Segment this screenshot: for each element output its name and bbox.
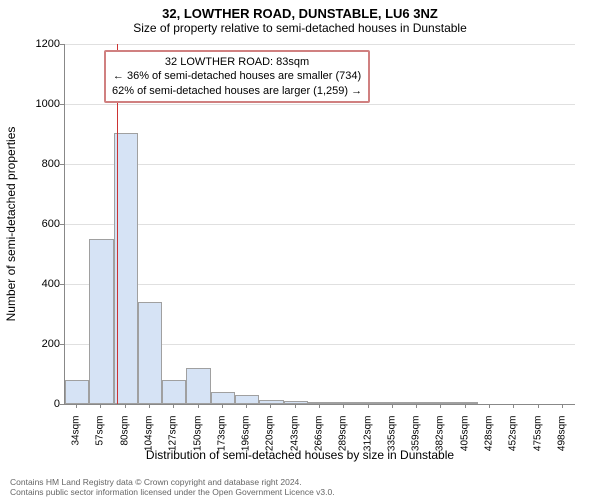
x-tick-label: 428sqm bbox=[484, 416, 495, 466]
x-tick-mark bbox=[125, 404, 126, 408]
x-tick-label: 475sqm bbox=[532, 416, 543, 466]
x-tick-mark bbox=[489, 404, 490, 408]
y-tick-mark bbox=[60, 284, 64, 285]
x-tick-mark bbox=[222, 404, 223, 408]
x-tick-label: 104sqm bbox=[144, 416, 155, 466]
copyright: Contains HM Land Registry data © Crown c… bbox=[10, 477, 590, 497]
histogram-bar bbox=[89, 239, 113, 404]
y-tick-label: 1000 bbox=[20, 98, 60, 110]
x-tick-label: 80sqm bbox=[119, 416, 130, 466]
histogram-bar bbox=[356, 402, 380, 404]
histogram-bar bbox=[186, 368, 210, 404]
x-tick-mark bbox=[562, 404, 563, 408]
x-tick-label: 173sqm bbox=[216, 416, 227, 466]
x-tick-label: 452sqm bbox=[508, 416, 519, 466]
histogram-bar bbox=[381, 402, 405, 404]
x-tick-mark bbox=[100, 404, 101, 408]
gridline bbox=[65, 164, 575, 165]
x-tick-mark bbox=[392, 404, 393, 408]
histogram-bar bbox=[332, 402, 356, 404]
x-tick-mark bbox=[295, 404, 296, 408]
y-tick-mark bbox=[60, 224, 64, 225]
histogram-bar bbox=[429, 402, 453, 404]
x-tick-mark bbox=[319, 404, 320, 408]
info-box-line2: ← 36% of semi-detached houses are smalle… bbox=[112, 69, 362, 83]
x-tick-mark bbox=[76, 404, 77, 408]
x-tick-label: 498sqm bbox=[556, 416, 567, 466]
x-tick-label: 34sqm bbox=[71, 416, 82, 466]
x-tick-mark bbox=[538, 404, 539, 408]
y-tick-label: 800 bbox=[20, 158, 60, 170]
x-tick-mark bbox=[513, 404, 514, 408]
y-tick-label: 1200 bbox=[20, 38, 60, 50]
x-tick-label: 196sqm bbox=[241, 416, 252, 466]
y-tick-mark bbox=[60, 44, 64, 45]
y-tick-mark bbox=[60, 104, 64, 105]
x-tick-mark bbox=[149, 404, 150, 408]
y-tick-mark bbox=[60, 164, 64, 165]
info-box: 32 LOWTHER ROAD: 83sqm ← 36% of semi-det… bbox=[104, 50, 370, 103]
chart-container: 32, LOWTHER ROAD, DUNSTABLE, LU6 3NZ Siz… bbox=[0, 0, 600, 500]
y-axis-label: Number of semi-detached properties bbox=[4, 127, 18, 322]
x-tick-mark bbox=[198, 404, 199, 408]
histogram-bar bbox=[235, 395, 259, 404]
x-tick-mark bbox=[343, 404, 344, 408]
x-tick-label: 266sqm bbox=[314, 416, 325, 466]
x-tick-label: 335sqm bbox=[386, 416, 397, 466]
y-tick-label: 0 bbox=[20, 398, 60, 410]
histogram-bar bbox=[454, 402, 478, 404]
info-box-line3: 62% of semi-detached houses are larger (… bbox=[112, 84, 362, 98]
histogram-bar bbox=[259, 400, 283, 405]
gridline bbox=[65, 224, 575, 225]
y-tick-mark bbox=[60, 404, 64, 405]
y-tick-label: 600 bbox=[20, 218, 60, 230]
y-tick-label: 200 bbox=[20, 338, 60, 350]
chart-title-sub: Size of property relative to semi-detach… bbox=[0, 21, 600, 37]
info-box-line1: 32 LOWTHER ROAD: 83sqm bbox=[112, 55, 362, 69]
x-tick-mark bbox=[416, 404, 417, 408]
x-tick-label: 127sqm bbox=[168, 416, 179, 466]
x-tick-mark bbox=[173, 404, 174, 408]
x-tick-label: 150sqm bbox=[192, 416, 203, 466]
x-tick-mark bbox=[270, 404, 271, 408]
copyright-line1: Contains HM Land Registry data © Crown c… bbox=[10, 477, 302, 487]
histogram-bar bbox=[284, 401, 308, 404]
x-tick-mark bbox=[440, 404, 441, 408]
copyright-line2: Contains public sector information licen… bbox=[10, 487, 335, 497]
gridline bbox=[65, 284, 575, 285]
x-tick-mark bbox=[368, 404, 369, 408]
histogram-bar bbox=[405, 402, 429, 404]
histogram-bar bbox=[65, 380, 89, 404]
x-tick-label: 382sqm bbox=[435, 416, 446, 466]
x-tick-label: 359sqm bbox=[411, 416, 422, 466]
gridline bbox=[65, 104, 575, 105]
x-tick-mark bbox=[465, 404, 466, 408]
x-tick-label: 57sqm bbox=[95, 416, 106, 466]
x-tick-label: 243sqm bbox=[289, 416, 300, 466]
x-tick-label: 312sqm bbox=[362, 416, 373, 466]
x-tick-label: 289sqm bbox=[338, 416, 349, 466]
chart-title-main: 32, LOWTHER ROAD, DUNSTABLE, LU6 3NZ bbox=[0, 0, 600, 21]
y-tick-mark bbox=[60, 344, 64, 345]
x-tick-label: 405sqm bbox=[459, 416, 470, 466]
x-tick-mark bbox=[246, 404, 247, 408]
y-tick-label: 400 bbox=[20, 278, 60, 290]
gridline bbox=[65, 44, 575, 45]
x-tick-label: 220sqm bbox=[265, 416, 276, 466]
histogram-bar bbox=[138, 302, 162, 404]
histogram-bar bbox=[162, 380, 186, 404]
histogram-bar bbox=[211, 392, 235, 404]
